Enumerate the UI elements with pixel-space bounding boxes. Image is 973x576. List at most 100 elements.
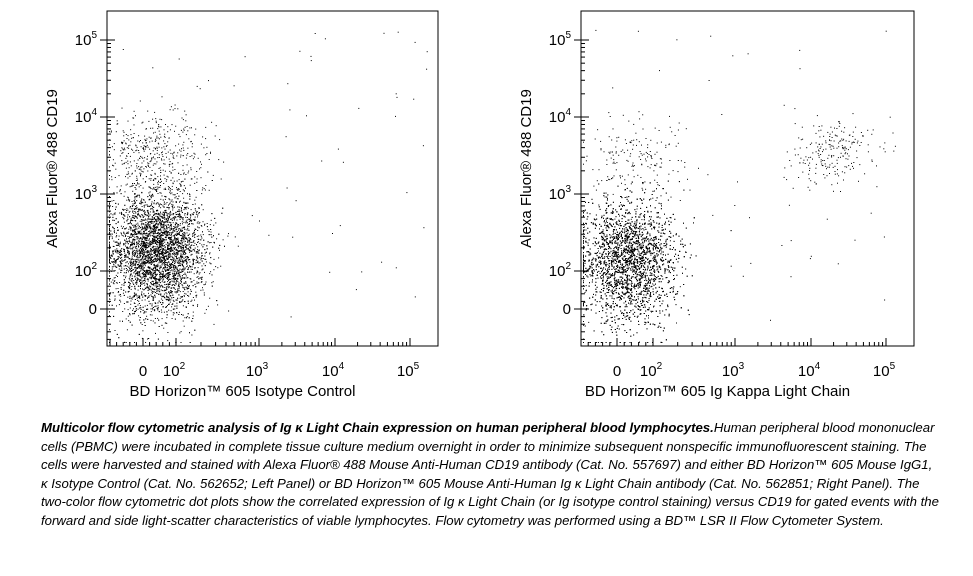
event-dot <box>158 219 160 221</box>
event-dot <box>145 275 147 277</box>
event-dot <box>131 206 133 207</box>
event-dot <box>149 242 151 244</box>
event-dot <box>141 250 142 252</box>
event-dot <box>164 212 166 214</box>
event-dot <box>183 325 185 327</box>
event-dot <box>175 259 177 261</box>
event-dot <box>156 233 158 234</box>
event-dot <box>135 282 137 284</box>
event-dot <box>185 258 187 260</box>
event-dot <box>133 239 135 240</box>
event-dot <box>112 214 114 216</box>
event-dot <box>142 276 144 278</box>
event-dot <box>187 213 189 215</box>
event-dot <box>147 226 148 228</box>
event-dot <box>109 289 110 291</box>
event-dot <box>182 217 184 219</box>
event-dot <box>147 251 149 253</box>
event-dot <box>142 215 144 217</box>
event-dot <box>135 184 137 186</box>
event-dot <box>144 226 146 228</box>
event-dot <box>197 230 199 231</box>
event-dot <box>117 244 119 246</box>
event-dot <box>118 265 120 267</box>
event-dot <box>165 196 167 197</box>
event-dot <box>162 272 164 274</box>
event-dot <box>153 296 155 298</box>
event-dot <box>169 226 171 228</box>
event-dot <box>134 306 136 308</box>
event-dot <box>134 226 136 228</box>
event-dot <box>144 273 146 275</box>
event-dot <box>142 244 144 246</box>
event-dot <box>114 250 116 252</box>
event-dot <box>117 250 119 252</box>
event-dot <box>129 287 131 289</box>
event-dot <box>174 267 176 268</box>
event-dot <box>155 277 156 279</box>
event-dot <box>151 240 153 242</box>
event-dot <box>159 240 161 242</box>
event-dot <box>211 285 213 287</box>
event-dot <box>170 193 172 195</box>
event-dot <box>156 236 158 238</box>
event-dot <box>151 232 153 234</box>
event-dot <box>180 251 182 253</box>
event-dot <box>197 260 199 262</box>
event-dot <box>194 242 196 244</box>
event-dot <box>112 226 114 228</box>
event-dot <box>149 232 151 234</box>
event-dot <box>176 244 178 246</box>
event-dot <box>148 246 150 248</box>
event-dot <box>142 216 144 218</box>
event-dot <box>116 244 118 246</box>
event-dot <box>185 222 187 224</box>
event-dot <box>179 275 181 277</box>
event-dot <box>202 258 204 259</box>
event-dot <box>134 215 136 217</box>
event-dot <box>126 248 128 250</box>
event-dot <box>179 271 181 273</box>
event-dot <box>177 260 179 262</box>
event-dot <box>180 240 182 242</box>
event-dot <box>109 315 110 317</box>
event-dot <box>129 313 131 315</box>
event-dot <box>136 236 138 237</box>
event-dot <box>148 222 150 224</box>
event-dot <box>168 275 170 277</box>
event-dot <box>149 238 150 240</box>
event-dot <box>171 235 173 237</box>
event-dot <box>162 229 164 231</box>
event-dot <box>149 245 151 247</box>
event-dot <box>176 242 178 244</box>
event-dot <box>174 237 175 239</box>
event-dot <box>123 260 125 261</box>
event-dot <box>179 268 181 270</box>
event-dot <box>131 261 133 263</box>
event-dot <box>173 247 175 249</box>
event-dot <box>152 217 154 219</box>
event-dot <box>145 251 147 253</box>
event-dot <box>184 267 186 269</box>
event-dot <box>139 256 141 258</box>
event-dot <box>145 311 147 313</box>
event-dot <box>166 293 168 295</box>
event-dot <box>195 210 197 212</box>
event-dot <box>176 291 178 293</box>
event-dot <box>154 252 156 254</box>
event-dot <box>147 338 149 340</box>
event-dot <box>178 188 180 190</box>
event-dot <box>149 277 151 279</box>
event-dot <box>130 244 132 246</box>
event-dot <box>167 340 169 342</box>
event-dot <box>191 244 193 246</box>
event-dot <box>148 215 150 217</box>
event-dot <box>180 277 182 279</box>
event-dot <box>186 317 187 319</box>
event-dot <box>125 245 126 247</box>
event-dot <box>147 211 149 213</box>
event-dot <box>134 239 136 241</box>
event-dot <box>152 230 154 232</box>
event-dot <box>168 309 170 311</box>
event-dot <box>112 282 114 284</box>
